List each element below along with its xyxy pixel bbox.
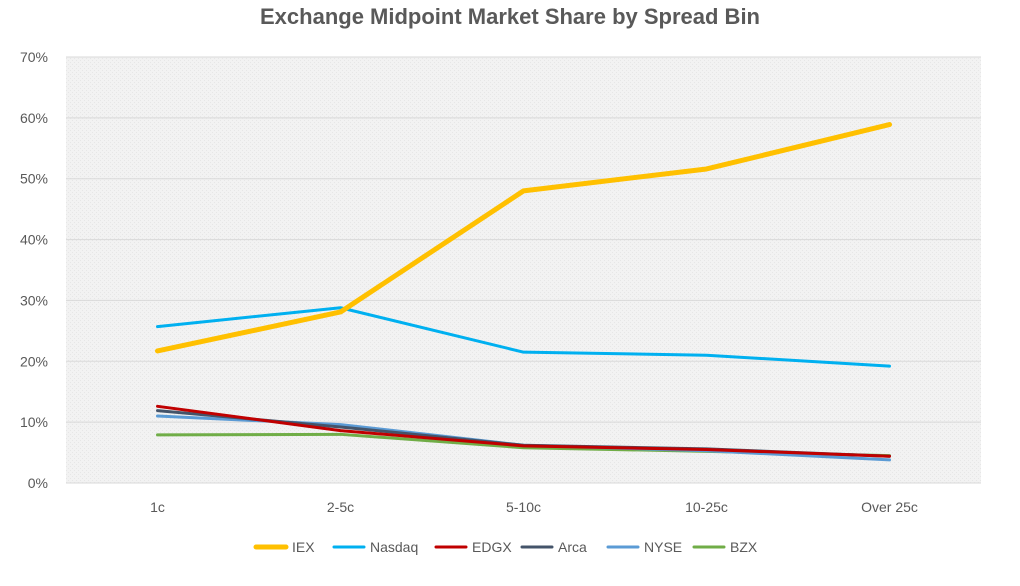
legend: IEX Nasdaq EDGX Arca NYSE BZX: [253, 539, 758, 555]
y-tick-label: 40%: [20, 232, 48, 248]
series-line-nasdaq: [156, 306, 891, 368]
y-tick-label: 70%: [20, 49, 48, 65]
x-axis: 1c 2-5c 5-10c 10-25c Over 25c: [150, 499, 918, 515]
y-tick-label: 50%: [20, 171, 48, 187]
chart-title: Exchange Midpoint Market Share by Spread…: [260, 4, 760, 29]
x-tick-label: 10-25c: [685, 499, 728, 515]
legend-label-edgx: EDGX: [472, 539, 512, 555]
grid-lines: [66, 56, 981, 484]
series-line-iex: [155, 122, 892, 354]
y-tick-label: 10%: [20, 414, 48, 430]
legend-label-bzx: BZX: [730, 539, 758, 555]
y-tick-label: 30%: [20, 292, 48, 308]
legend-label-arca: Arca: [558, 539, 587, 555]
y-tick-label: 0%: [28, 475, 48, 491]
x-tick-label: Over 25c: [861, 499, 918, 515]
series-line-edgx: [156, 404, 891, 458]
series-lines: [155, 122, 892, 462]
x-tick-label: 2-5c: [327, 499, 354, 515]
y-tick-label: 20%: [20, 353, 48, 369]
legend-label-iex: IEX: [292, 539, 315, 555]
y-tick-label: 60%: [20, 110, 48, 126]
plot-area: [66, 57, 981, 483]
legend-label-nyse: NYSE: [644, 539, 682, 555]
x-tick-label: 5-10c: [506, 499, 541, 515]
y-axis: 0% 10% 20% 30% 40% 50% 60% 70%: [20, 49, 48, 491]
x-tick-label: 1c: [150, 499, 165, 515]
legend-label-nasdaq: Nasdaq: [370, 539, 418, 555]
